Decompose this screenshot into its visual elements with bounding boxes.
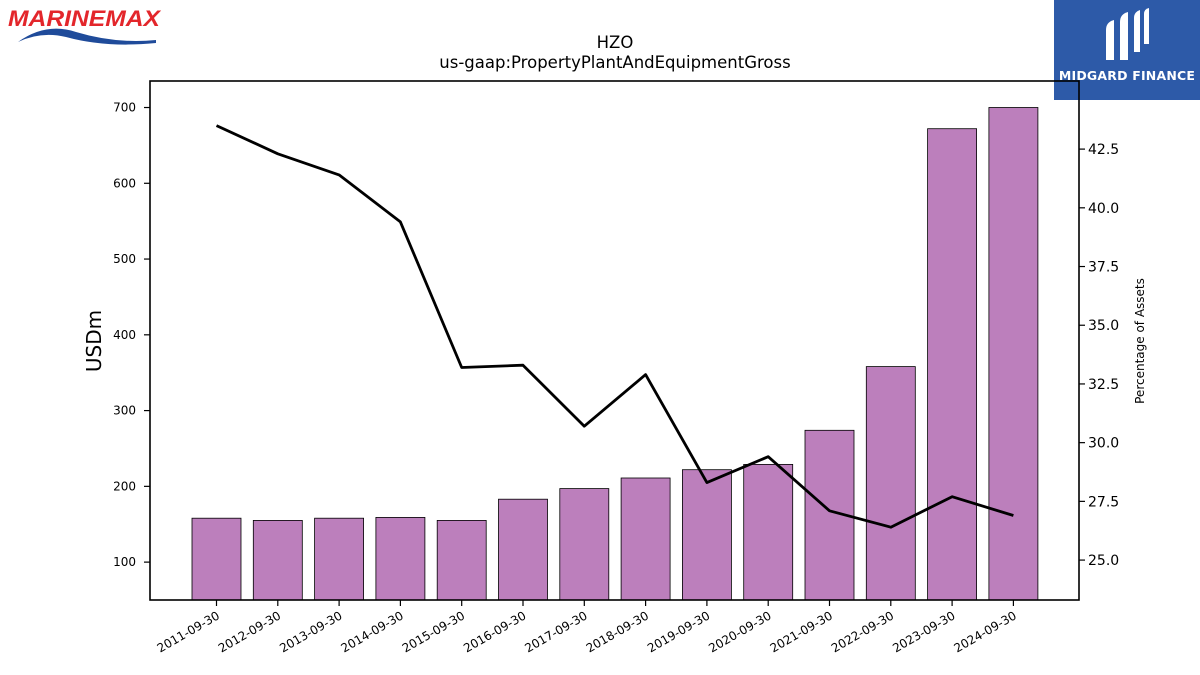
x-tick-label-2024-09-30: 2024-09-30 <box>951 608 1018 655</box>
y-tick-label-200: 200 <box>113 479 136 493</box>
y-axis-right: 25.0 27.5 30.0 32.5 35.0 37.5 40.0 42.5 <box>1079 142 1119 569</box>
x-tick-label-2023-09-30: 2023-09-30 <box>890 608 957 655</box>
x-tick-label-2015-09-30: 2015-09-30 <box>400 608 467 655</box>
bar-2011-09-30 <box>191 517 242 601</box>
x-tick-label-2012-09-30: 2012-09-30 <box>216 608 283 655</box>
midgard-finance-logo-text: MIDGARD FINANCE <box>1058 68 1196 83</box>
bar-2019-09-30 <box>682 469 732 601</box>
y2-tick-label-42.5: 42.5 <box>1088 142 1119 158</box>
y-tick-label-500: 500 <box>113 252 136 266</box>
y-axis-left: 100 200 300 400 500 600 700 <box>113 101 150 569</box>
x-tick-label-2020-09-30: 2020-09-30 <box>706 608 773 655</box>
y2-tick-label-30: 30.0 <box>1088 436 1119 452</box>
bar-2020-09-30 <box>743 463 794 601</box>
chart-title: HZO <box>597 33 634 52</box>
x-tick-label-2013-09-30: 2013-09-30 <box>277 608 344 655</box>
y-tick-label-600: 600 <box>113 176 136 190</box>
wave-swoosh-icon <box>18 28 156 45</box>
y2-tick-label-32.5: 32.5 <box>1088 377 1119 393</box>
chart-subtitle: us-gaap:PropertyPlantAndEquipmentGross <box>439 53 790 72</box>
x-tick-label-2018-09-30: 2018-09-30 <box>584 608 651 655</box>
bar-2018-09-30 <box>620 477 671 601</box>
bar-2015-09-30 <box>436 520 487 601</box>
y2-tick-label-35: 35.0 <box>1088 318 1119 334</box>
y2-tick-label-25: 25.0 <box>1088 553 1119 569</box>
bar-2023-09-30 <box>927 128 977 601</box>
bar-series <box>191 107 1039 601</box>
y2-tick-label-37.5: 37.5 <box>1088 260 1119 276</box>
bar-2017-09-30 <box>559 488 610 601</box>
midgard-emblem-icon <box>1106 8 1149 60</box>
percentage-line <box>215 124 1014 529</box>
x-axis: 2011-09-302012-09-302013-09-302014-09-30… <box>155 600 1019 655</box>
y-axis-label: USDm <box>82 310 106 372</box>
x-tick-label-2017-09-30: 2017-09-30 <box>522 608 589 655</box>
y-tick-label-100: 100 <box>113 555 136 569</box>
plot-frame <box>149 80 1080 601</box>
y-tick-label-400: 400 <box>113 328 136 342</box>
x-tick-label-2022-09-30: 2022-09-30 <box>829 608 896 655</box>
y2-tick-label-27.5: 27.5 <box>1088 494 1119 510</box>
midgard-finance-logo: MIDGARD FINANCE <box>1054 0 1200 100</box>
x-tick-label-2021-09-30: 2021-09-30 <box>768 608 835 655</box>
bar-2022-09-30 <box>865 366 916 601</box>
y2-axis-label: Percentage of Assets <box>1133 278 1147 404</box>
bar-2012-09-30 <box>252 520 303 601</box>
bar-2013-09-30 <box>314 517 365 601</box>
x-tick-label-2014-09-30: 2014-09-30 <box>338 608 405 655</box>
marinemax-logo: MARINEMAX <box>6 4 166 46</box>
bar-2024-09-30 <box>988 107 1039 601</box>
x-tick-label-2011-09-30: 2011-09-30 <box>155 608 222 655</box>
x-tick-label-2019-09-30: 2019-09-30 <box>645 608 712 655</box>
bar-2014-09-30 <box>375 517 426 601</box>
line-series <box>215 124 1014 529</box>
y2-tick-label-40: 40.0 <box>1088 201 1119 217</box>
x-tick-label-2016-09-30: 2016-09-30 <box>461 608 528 655</box>
y-tick-label-700: 700 <box>113 101 136 115</box>
marinemax-logo-text: MARINEMAX <box>8 6 161 31</box>
bar-2016-09-30 <box>498 498 548 601</box>
y-tick-label-300: 300 <box>113 404 136 418</box>
